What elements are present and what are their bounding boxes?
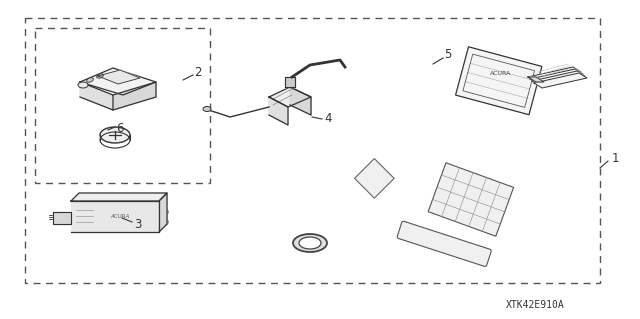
Text: ACURA: ACURA <box>110 213 130 219</box>
Ellipse shape <box>203 107 211 112</box>
Polygon shape <box>80 68 156 95</box>
Polygon shape <box>290 87 311 115</box>
Polygon shape <box>532 71 585 86</box>
Polygon shape <box>534 73 587 88</box>
Polygon shape <box>159 193 167 232</box>
Ellipse shape <box>293 234 327 252</box>
Polygon shape <box>80 82 113 110</box>
Ellipse shape <box>97 74 103 78</box>
Bar <box>25 18 600 283</box>
Polygon shape <box>269 97 288 125</box>
Text: 1: 1 <box>611 152 619 165</box>
Text: 5: 5 <box>444 48 452 62</box>
Ellipse shape <box>86 78 93 82</box>
Bar <box>35 28 210 183</box>
Polygon shape <box>530 69 583 84</box>
Text: 4: 4 <box>324 112 332 124</box>
Polygon shape <box>528 77 544 82</box>
Polygon shape <box>53 212 71 224</box>
Polygon shape <box>113 82 156 110</box>
Ellipse shape <box>100 127 130 143</box>
Polygon shape <box>98 70 140 84</box>
Polygon shape <box>71 201 159 232</box>
Text: 3: 3 <box>134 219 141 232</box>
Bar <box>355 159 394 198</box>
Polygon shape <box>528 67 581 82</box>
Polygon shape <box>71 193 167 201</box>
Text: ACURA: ACURA <box>490 70 511 76</box>
Polygon shape <box>285 77 295 87</box>
FancyBboxPatch shape <box>397 221 492 266</box>
Ellipse shape <box>299 237 321 249</box>
Text: 6: 6 <box>116 122 124 135</box>
Ellipse shape <box>78 82 88 88</box>
Bar <box>428 163 513 236</box>
Polygon shape <box>269 87 311 107</box>
FancyBboxPatch shape <box>456 47 542 115</box>
Text: XTK42E910A: XTK42E910A <box>506 300 564 310</box>
Text: 2: 2 <box>195 66 202 79</box>
